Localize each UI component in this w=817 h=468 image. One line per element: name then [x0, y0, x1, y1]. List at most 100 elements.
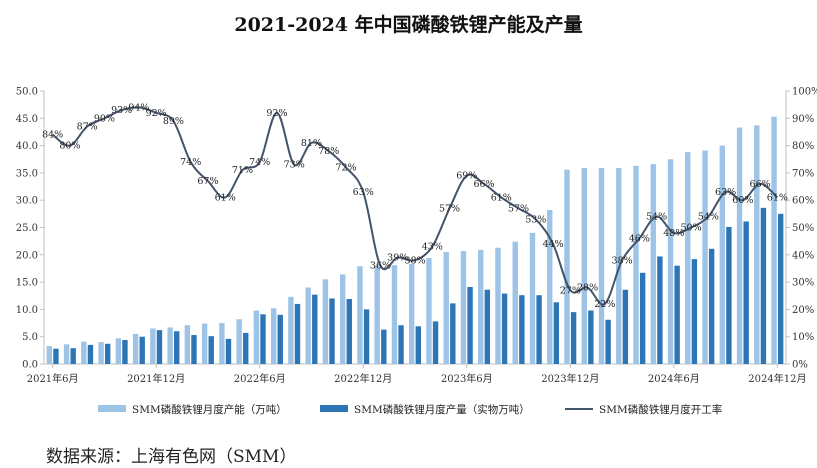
utilization-point-label: 61% [491, 192, 512, 203]
bars [46, 116, 784, 364]
capacity-bar [771, 116, 777, 364]
utilization-point-label: 74% [249, 157, 270, 168]
axes: 0.0 5.0 10.0 15.0 20.0 25.0 30.0 35.0 40.0 45.0 50… [16, 87, 817, 386]
utilization-point-label: 80% [59, 141, 80, 152]
legend-utilization-label: SMM磷酸铁锂月度开工率 [599, 403, 722, 416]
y-right-tick-label: 20% [792, 305, 814, 316]
production-bar [674, 265, 680, 364]
capacity-bar [581, 167, 587, 364]
capacity-bar [132, 333, 139, 364]
utilization-point-label: 22% [594, 299, 615, 310]
utilization-point-label: 39% [387, 253, 408, 264]
utilization-point-label: 66% [750, 179, 771, 190]
utilization-point-label: 92% [266, 108, 287, 119]
capacity-bar [529, 232, 536, 364]
capacity-bar [564, 169, 570, 364]
utilization-point-label: 57% [508, 203, 529, 214]
utilization-point-label: 38% [612, 255, 633, 266]
capacity-bar [81, 341, 87, 364]
capacity-bar [63, 344, 70, 364]
utilization-point-label: 92% [146, 108, 167, 119]
production-bar [243, 332, 249, 364]
utilization-point-label: 87% [77, 121, 98, 132]
capacity-bar [460, 250, 467, 364]
production-bar [415, 326, 421, 364]
production-bar [87, 344, 94, 364]
capacity-bar [685, 152, 691, 364]
chart-title: 2021-2024 年中国磷酸铁锂产能及产量 [234, 14, 583, 36]
production-bar [726, 226, 732, 364]
utilization-point-label: 72% [335, 162, 356, 173]
y-left-tick-label: 50.0 [16, 87, 38, 98]
y-left-tick-label: 25.0 [16, 223, 38, 234]
production-bar [657, 256, 663, 364]
utilization-point-label: 63% [715, 187, 736, 198]
x-tick-label: 2021年6月 [27, 372, 79, 385]
y-left-tick-label: 20.0 [16, 250, 38, 261]
capacity-bar [201, 323, 208, 364]
utilization-point-label: 84% [42, 130, 63, 141]
y-right-tick-label: 100% [792, 87, 817, 98]
production-bar [139, 336, 145, 364]
y-right-tick-label: 40% [792, 250, 814, 261]
capacity-bar [426, 258, 432, 364]
utilization-point-label: 61% [767, 192, 788, 203]
legend: SMM磷酸铁锂月度产能（万吨） SMM磷酸铁锂月度产量（实物万吨） SMM磷酸铁锂月… [98, 403, 722, 416]
production-bar [312, 294, 318, 364]
capacity-bar [650, 164, 656, 364]
x-tick-label: 2021年12月 [127, 372, 185, 385]
production-bar [294, 303, 301, 364]
legend-production-swatch [320, 405, 348, 412]
production-bar [467, 287, 473, 364]
capacity-bar [443, 252, 449, 364]
production-bar [363, 309, 370, 364]
production-bar [708, 248, 715, 364]
production-bar [381, 329, 387, 364]
capacity-bar [357, 266, 363, 364]
utilization-point-label: 28% [577, 283, 598, 294]
y-right-tick-label: 0% [792, 360, 808, 371]
production-bar [122, 339, 128, 364]
capacity-bar [598, 167, 605, 364]
utilization-point-label: 93% [111, 105, 132, 116]
utilization-point-label: 63% [353, 187, 374, 198]
utilization-point-label: 43% [422, 242, 443, 253]
capacity-bar [253, 310, 260, 364]
production-bar [484, 289, 491, 364]
capacity-bar [512, 241, 518, 364]
utilization-point-label: 67% [197, 176, 218, 187]
capacity-bar [754, 125, 760, 364]
y-left-tick-label: 5.0 [22, 332, 38, 343]
point-labels: 84%80%87%90%93%94%92%89%74%67%61%71%74%9… [42, 102, 788, 310]
utilization-point-label: 57% [439, 203, 460, 214]
production-bar [329, 298, 335, 364]
production-bar [777, 213, 784, 364]
production-bar [346, 299, 352, 364]
y-left-tick-label: 30.0 [16, 196, 38, 207]
y-right-tick-label: 60% [792, 196, 814, 207]
utilization-line [52, 106, 779, 306]
utilization-point-label: 73% [284, 160, 305, 171]
production-bar [691, 259, 698, 364]
production-bar [277, 314, 283, 364]
y-right-tick-label: 90% [792, 114, 814, 125]
utilization-point-label: 36% [370, 261, 391, 272]
data-source-note: 数据来源：上海有色网（SMM） [46, 447, 297, 467]
utilization-point-label: 71% [232, 165, 253, 176]
production-bar [501, 293, 508, 364]
production-bar [156, 330, 163, 364]
x-tick-label: 2022年12月 [334, 372, 392, 385]
y-right-tick-label: 80% [792, 141, 814, 152]
production-bar [622, 289, 629, 364]
y-left-tick-label: 15.0 [16, 278, 38, 289]
utilization-point-label: 78% [318, 146, 339, 157]
utilization-point-label: 81% [301, 138, 322, 149]
utilization-point-label: 27% [560, 285, 581, 296]
production-bar [53, 348, 59, 364]
legend-production-label: SMM磷酸铁锂月度产量（实物万吨） [354, 403, 530, 416]
x-tick-label: 2024年6月 [648, 372, 700, 385]
x-tick-label: 2023年6月 [441, 372, 493, 385]
x-tick-label: 2024年12月 [748, 372, 806, 385]
capacity-bar [288, 296, 294, 364]
